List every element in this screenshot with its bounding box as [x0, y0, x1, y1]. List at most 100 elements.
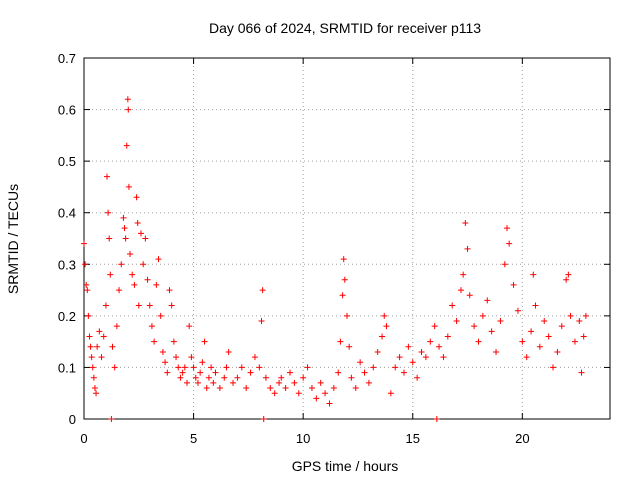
data-point — [475, 338, 482, 345]
data-point — [104, 173, 111, 180]
data-point — [565, 271, 572, 278]
data-point — [94, 343, 101, 350]
data-point — [84, 287, 91, 294]
data-point — [554, 348, 561, 355]
y-tick-label: 0.3 — [58, 257, 76, 272]
y-tick-label: 0.1 — [58, 360, 76, 375]
data-point — [567, 312, 574, 319]
data-point — [291, 379, 298, 386]
data-point — [348, 374, 355, 381]
data-point — [519, 338, 526, 345]
data-point — [582, 312, 589, 319]
data-point — [142, 235, 149, 242]
y-tick-label: 0.6 — [58, 103, 76, 118]
data-point — [131, 281, 138, 288]
data-point — [381, 312, 388, 319]
data-point — [260, 416, 267, 422]
data-point — [118, 261, 125, 268]
grid-lines — [84, 58, 610, 419]
data-point — [140, 261, 147, 268]
data-point — [98, 354, 105, 361]
data-point — [287, 369, 294, 376]
data-point — [418, 348, 425, 355]
data-point — [210, 379, 217, 386]
y-tick-label: 0 — [69, 412, 76, 427]
data-point — [337, 338, 344, 345]
data-point — [409, 359, 416, 366]
data-point — [440, 354, 447, 361]
data-point — [405, 343, 412, 350]
data-point — [304, 364, 311, 371]
data-point — [493, 348, 500, 355]
data-point — [374, 348, 381, 355]
data-point — [571, 338, 578, 345]
data-point — [83, 281, 90, 288]
data-point — [365, 379, 372, 386]
data-point — [503, 225, 510, 232]
data-point — [396, 354, 403, 361]
data-point — [528, 328, 535, 335]
data-point — [153, 281, 160, 288]
data-point — [346, 343, 353, 350]
data-point — [186, 323, 193, 330]
data-point — [127, 250, 134, 257]
x-tick-label: 0 — [80, 431, 87, 446]
y-tick-label: 0.5 — [58, 154, 76, 169]
chart-title: Day 066 of 2024, SRMTID for receiver p11… — [209, 20, 481, 36]
data-point — [422, 354, 429, 361]
data-point — [251, 354, 258, 361]
data-point — [258, 318, 265, 325]
data-point — [558, 323, 565, 330]
data-point — [129, 271, 136, 278]
data-point — [341, 276, 348, 283]
data-point — [282, 385, 289, 392]
data-point — [85, 312, 92, 319]
data-point — [453, 318, 460, 325]
data-point — [276, 379, 283, 386]
data-point — [238, 364, 245, 371]
data-point — [326, 400, 333, 407]
data-point — [82, 261, 89, 268]
data-point — [444, 333, 451, 340]
data-point — [93, 390, 100, 397]
data-point — [90, 374, 97, 381]
data-point — [164, 369, 171, 376]
data-point — [106, 235, 113, 242]
data-point — [392, 364, 399, 371]
data-point — [168, 302, 175, 309]
data-points — [81, 96, 589, 422]
data-point — [563, 276, 570, 283]
data-point — [271, 390, 278, 397]
data-point — [414, 374, 421, 381]
data-point — [170, 338, 177, 345]
data-point — [322, 390, 329, 397]
data-point — [221, 374, 228, 381]
y-tick-label: 0.7 — [58, 51, 76, 66]
data-point — [194, 379, 201, 386]
data-point — [541, 318, 548, 325]
data-point — [464, 245, 471, 252]
data-point — [330, 385, 337, 392]
data-point — [580, 333, 587, 340]
x-tick-label: 5 — [190, 431, 197, 446]
axis-ticks: 0 0.1 0.2 0.3 0.4 0.5 0.6 0.7 0 5 10 15 20 — [58, 51, 610, 446]
data-point — [135, 302, 142, 309]
x-tick-label: 20 — [515, 431, 529, 446]
data-point — [190, 364, 197, 371]
data-point — [361, 369, 368, 376]
data-point — [188, 354, 195, 361]
data-point — [247, 369, 254, 376]
data-point — [203, 385, 210, 392]
data-point — [578, 369, 585, 376]
data-point — [545, 333, 552, 340]
data-point — [125, 183, 132, 190]
data-point — [88, 354, 95, 361]
data-point — [102, 302, 109, 309]
data-point — [205, 374, 212, 381]
data-point — [105, 209, 112, 216]
data-point — [184, 379, 191, 386]
data-point — [357, 359, 364, 366]
data-point — [479, 312, 486, 319]
data-point — [340, 256, 347, 263]
